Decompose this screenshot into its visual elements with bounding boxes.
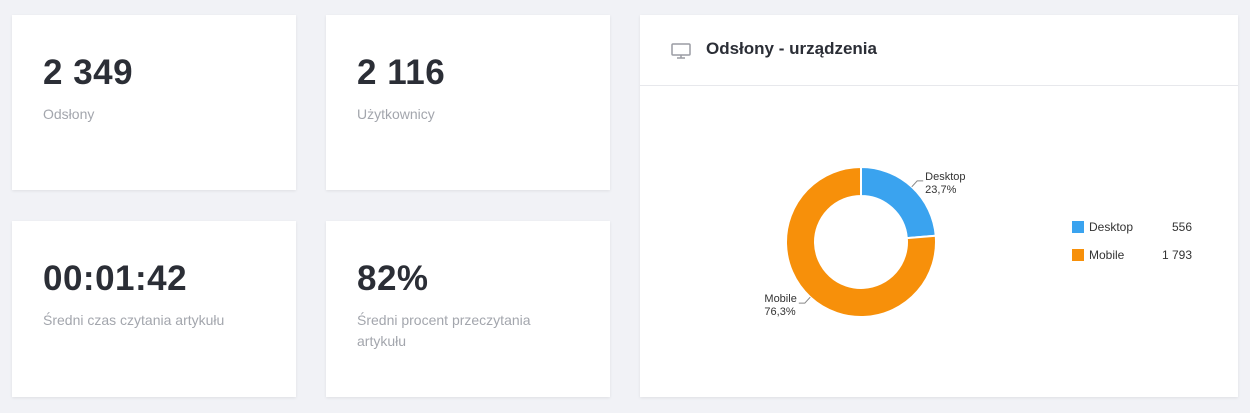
chart-title: Odsłony - urządzenia	[706, 39, 877, 58]
stat-value: 82%	[357, 259, 429, 298]
legend-value: 556	[1171, 220, 1192, 234]
devices-chart-card: Odsłony - urządzenia Desktop 23,7% Mobile 7…	[640, 15, 1238, 397]
stat-value: 2 349	[43, 53, 134, 92]
leader-line	[798, 296, 811, 304]
legend-swatch	[1072, 249, 1084, 261]
stat-label: Średni procent przeczytania artykułu	[357, 312, 531, 349]
leader-line	[911, 180, 924, 188]
stat-card-avg-reading-time: 00:01:42 Średni czas czytania artykułu	[12, 221, 296, 397]
stat-label: Użytkownicy	[357, 106, 435, 122]
stat-label: Odsłony	[43, 106, 95, 122]
legend-swatch	[1072, 221, 1084, 233]
stat-value: 2 116	[357, 53, 446, 92]
slice-label: Mobile	[764, 293, 796, 305]
legend-label: Mobile	[1089, 248, 1125, 262]
monitor-icon	[671, 43, 691, 64]
stat-card-users: 2 116 Użytkownicy	[326, 15, 610, 190]
stat-card-pageviews: 2 349 Odsłony	[12, 15, 296, 190]
legend-label: Desktop	[1089, 220, 1134, 234]
stat-card-avg-read-percent: 82% Średni procent przeczytania artykułu	[326, 221, 610, 397]
chart-header: Odsłony - urządzenia	[640, 15, 1238, 86]
chart-legend: Desktop 556 Mobile 1 793	[1072, 221, 1192, 277]
stat-value: 00:01:42	[43, 259, 188, 298]
legend-item-mobile[interactable]: Mobile 1 793	[1072, 249, 1192, 277]
slice-percent-label: 76,3%	[764, 306, 795, 318]
slice-percent-label: 23,7%	[925, 184, 956, 196]
slice-label: Desktop	[925, 171, 965, 183]
donut-slice-mobile[interactable]	[785, 165, 937, 318]
stat-label: Średni czas czytania artykułu	[43, 312, 225, 328]
legend-item-desktop[interactable]: Desktop 556	[1072, 221, 1192, 249]
legend-value: 1 793	[1161, 248, 1192, 262]
